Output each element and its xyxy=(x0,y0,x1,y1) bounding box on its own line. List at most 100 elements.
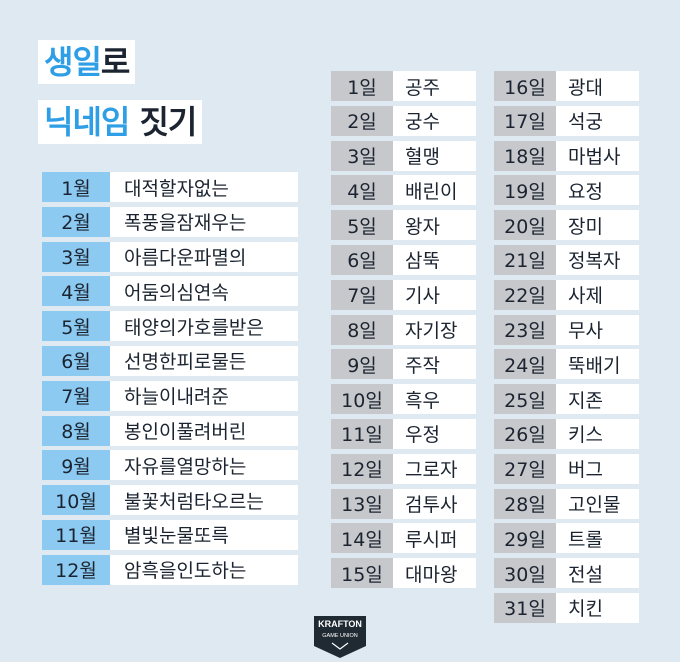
day-row-value: 삼뚝 xyxy=(393,244,476,275)
day-row-label: 28일 xyxy=(494,488,556,519)
day-row-value: 배린이 xyxy=(393,175,476,206)
month-row-value: 별빛눈물또륵 xyxy=(110,519,298,550)
day-row-value: 검투사 xyxy=(393,488,476,519)
day-row-value: 정복자 xyxy=(556,244,639,275)
day-row-label: 18일 xyxy=(494,140,556,171)
month-row-label: 10월 xyxy=(42,485,110,516)
month-row-label: 12월 xyxy=(42,554,110,585)
month-row-label: 5월 xyxy=(42,311,110,342)
day-row: 4일 배린이 xyxy=(331,175,476,206)
day-row-label: 8일 xyxy=(331,314,393,345)
day-row-label: 7일 xyxy=(331,279,393,310)
day-row-label: 24일 xyxy=(494,349,556,380)
day-table-1-15: 1일 공주 2일 궁수 3일 혈맹 4일 배린이 5일 왕자 6일 삼뚝 7일 기사 8일 자기장 9일 주작 10… xyxy=(331,71,476,593)
day-row-value: 자기장 xyxy=(393,314,476,345)
title-accent-1: 생일 xyxy=(44,43,102,81)
month-row-value: 선명한피로물든 xyxy=(110,345,298,376)
day-row: 13일 검투사 xyxy=(331,488,476,519)
title-line-1: 생일로 xyxy=(38,40,136,84)
day-row-value: 석궁 xyxy=(556,105,639,136)
title-plain-2: 짓기 xyxy=(129,103,197,141)
day-row: 22일 사제 xyxy=(494,279,639,310)
month-row-label: 11월 xyxy=(42,519,110,550)
logo-name: KRAFTON xyxy=(318,619,362,629)
day-row-value: 우정 xyxy=(393,418,476,449)
day-row-label: 22일 xyxy=(494,279,556,310)
day-row: 9일 주작 xyxy=(331,349,476,380)
month-row-value: 대적할자없는 xyxy=(110,172,298,202)
month-row-value: 하늘이내려준 xyxy=(110,380,298,411)
month-row: 4월 어둠의심연속 xyxy=(42,276,298,307)
month-row-value: 자유를열망하는 xyxy=(110,450,298,481)
day-row-label: 10일 xyxy=(331,384,393,415)
day-row-label: 15일 xyxy=(331,558,393,589)
title-accent-2: 닉네임 xyxy=(44,103,130,141)
month-row-value: 봉인이풀려버린 xyxy=(110,415,298,446)
day-row-value: 사제 xyxy=(556,279,639,310)
day-row: 8일 자기장 xyxy=(331,314,476,345)
day-row: 2일 궁수 xyxy=(331,105,476,136)
day-row: 31일 치킨 xyxy=(494,592,639,623)
day-row-label: 27일 xyxy=(494,453,556,484)
month-row: 9월 자유를열망하는 xyxy=(42,450,298,481)
day-row-value: 고인물 xyxy=(556,488,639,519)
day-row-value: 치킨 xyxy=(556,592,639,623)
day-row-label: 31일 xyxy=(494,592,556,623)
day-row-label: 6일 xyxy=(331,244,393,275)
day-row: 15일 대마왕 xyxy=(331,558,476,589)
day-row-label: 20일 xyxy=(494,210,556,241)
day-row-value: 대마왕 xyxy=(393,558,476,589)
day-row: 23일 무사 xyxy=(494,314,639,345)
day-row: 18일 마법사 xyxy=(494,140,639,171)
day-row: 25일 지존 xyxy=(494,384,639,415)
month-row-label: 3월 xyxy=(42,241,110,272)
day-row-label: 19일 xyxy=(494,175,556,206)
month-row: 8월 봉인이풀려버린 xyxy=(42,415,298,446)
day-row-label: 2일 xyxy=(331,105,393,136)
month-row-label: 8월 xyxy=(42,415,110,446)
day-row-label: 13일 xyxy=(331,488,393,519)
month-row: 6월 선명한피로물든 xyxy=(42,345,298,376)
day-row-value: 광대 xyxy=(556,71,639,101)
day-row: 10일 흑우 xyxy=(331,384,476,415)
day-row-label: 29일 xyxy=(494,523,556,554)
day-row-value: 지존 xyxy=(556,384,639,415)
day-row: 30일 전설 xyxy=(494,558,639,589)
day-row: 7일 기사 xyxy=(331,279,476,310)
month-row: 7월 하늘이내려준 xyxy=(42,380,298,411)
month-table: 1월 대적할자없는 2월 폭풍을잠재우는 3월 아름다운파멸의 4월 어둠의심연속 5월 태양의가… xyxy=(42,172,298,590)
day-row: 1일 공주 xyxy=(331,71,476,101)
day-row-label: 5일 xyxy=(331,210,393,241)
month-row: 12월 암흑을인도하는 xyxy=(42,554,298,585)
day-row-label: 9일 xyxy=(331,349,393,380)
month-row-label: 1월 xyxy=(42,172,110,202)
day-row-value: 키스 xyxy=(556,418,639,449)
month-row: 2월 폭풍을잠재우는 xyxy=(42,206,298,237)
day-row-label: 17일 xyxy=(494,105,556,136)
day-row: 6일 삼뚝 xyxy=(331,244,476,275)
day-row-value: 전설 xyxy=(556,558,639,589)
day-row-label: 1일 xyxy=(331,71,393,101)
day-row: 12일 그로자 xyxy=(331,453,476,484)
day-row-value: 루시퍼 xyxy=(393,523,476,554)
month-row-label: 2월 xyxy=(42,206,110,237)
title-plain-1: 로 xyxy=(100,43,130,81)
day-row-value: 버그 xyxy=(556,453,639,484)
day-row-label: 30일 xyxy=(494,558,556,589)
day-row-value: 흑우 xyxy=(393,384,476,415)
day-row-value: 그로자 xyxy=(393,453,476,484)
day-row: 17일 석궁 xyxy=(494,105,639,136)
day-row-label: 12일 xyxy=(331,453,393,484)
day-row-value: 기사 xyxy=(393,279,476,310)
day-row: 11일 우정 xyxy=(331,418,476,449)
day-row-value: 혈맹 xyxy=(393,140,476,171)
month-row-value: 어둠의심연속 xyxy=(110,276,298,307)
day-row: 19일 요정 xyxy=(494,175,639,206)
month-row-value: 아름다운파멸의 xyxy=(110,241,298,272)
month-row-label: 9월 xyxy=(42,450,110,481)
day-row-value: 요정 xyxy=(556,175,639,206)
day-row-value: 왕자 xyxy=(393,210,476,241)
day-row-label: 21일 xyxy=(494,244,556,275)
month-row: 11월 별빛눈물또륵 xyxy=(42,519,298,550)
day-row-label: 4일 xyxy=(331,175,393,206)
